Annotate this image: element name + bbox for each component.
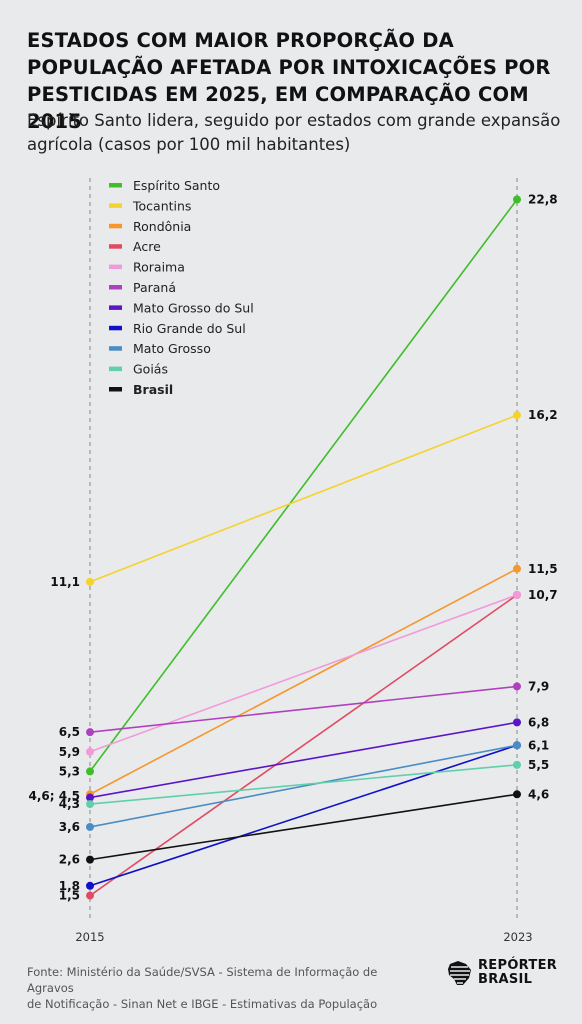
data-label: 5,3 bbox=[59, 764, 80, 778]
series-brasil-point bbox=[86, 855, 94, 864]
data-label: 11,1 bbox=[50, 575, 80, 589]
legend-swatch bbox=[109, 325, 122, 331]
series-goias-point bbox=[86, 800, 94, 809]
legend-label: Mato Grosso bbox=[133, 341, 211, 356]
series-parana-point bbox=[86, 728, 94, 737]
series-acre-line bbox=[89, 594, 518, 897]
series-parana-line bbox=[89, 685, 518, 733]
data-label: 4,6; 4,5 bbox=[29, 789, 81, 803]
legend-label: Roraima bbox=[133, 260, 185, 275]
data-label: 1,8 bbox=[59, 879, 80, 893]
series-mato-grosso-point bbox=[513, 741, 521, 750]
legend-label: Brasil bbox=[133, 382, 173, 397]
data-label: 6,8 bbox=[528, 715, 549, 729]
legend-label: Rio Grande do Sul bbox=[133, 321, 246, 336]
legend-label: Espírito Santo bbox=[133, 178, 220, 193]
x-tick-label: 2023 bbox=[503, 930, 532, 944]
data-label: 16,2 bbox=[528, 408, 558, 422]
legend-swatch bbox=[109, 366, 122, 372]
series-mato-grosso-do-sul-line bbox=[89, 721, 518, 799]
data-label: 4,3 bbox=[59, 797, 80, 811]
series-mato-grosso-line bbox=[89, 744, 518, 828]
brand-logo: REPÓRTER BRASIL bbox=[444, 958, 557, 988]
data-label: 3,6 bbox=[59, 820, 80, 834]
legend-label: Acre bbox=[133, 239, 161, 254]
series-tocantins-point bbox=[86, 577, 94, 586]
series-roraima-line bbox=[89, 594, 518, 753]
source-line-2: de Notificação - Sinan Net e IBGE - Esti… bbox=[27, 997, 378, 1011]
series-rio-grande-do-sul-point bbox=[86, 881, 94, 890]
legend-swatch bbox=[109, 183, 122, 188]
series-roraima-point bbox=[513, 590, 521, 599]
brand-name-line-2: BRASIL bbox=[478, 972, 533, 987]
chart-title: ESTADOS COM MAIOR PROPORÇÃO DA POPULAÇÃO… bbox=[27, 29, 551, 133]
series-roraima-point bbox=[86, 747, 94, 756]
data-label: 2,6 bbox=[59, 853, 80, 867]
legend-swatch bbox=[109, 285, 122, 290]
series-goias-line bbox=[89, 764, 518, 805]
legend-swatch bbox=[109, 223, 122, 229]
data-label: 22,8 bbox=[528, 192, 558, 206]
series-rondonia-line bbox=[89, 568, 518, 795]
data-label: 10,7 bbox=[528, 588, 558, 602]
legend-swatch bbox=[109, 203, 122, 208]
series-mato-grosso-do-sul-point bbox=[513, 718, 521, 727]
brand-name-line-1: REPÓRTER bbox=[478, 958, 558, 973]
legend-swatch bbox=[109, 387, 122, 392]
data-label: 4,6 bbox=[528, 787, 549, 801]
data-label: 7,9 bbox=[528, 679, 549, 693]
legend-swatch bbox=[109, 244, 122, 249]
legend-label: Mato Grosso do Sul bbox=[133, 300, 254, 315]
data-label: 5,9 bbox=[59, 745, 80, 759]
legend-swatch bbox=[109, 346, 122, 351]
data-label: 1,5 bbox=[59, 889, 80, 903]
series-brasil-point bbox=[513, 790, 521, 799]
series-espirito-santo-point bbox=[513, 195, 521, 204]
series-espirito-santo-point bbox=[86, 767, 94, 776]
source-line-1: Fonte: Ministério da Saúde/SVSA - Sistem… bbox=[27, 965, 378, 995]
legend-label: Goiás bbox=[133, 362, 168, 377]
legend-label: Paraná bbox=[133, 280, 176, 295]
series-goias-point bbox=[513, 760, 521, 769]
series-mato-grosso-do-sul-point bbox=[86, 793, 94, 802]
series-brasil-line bbox=[89, 793, 518, 861]
legend-swatch bbox=[109, 264, 122, 270]
data-label: 6,1 bbox=[528, 738, 549, 752]
legend-swatch bbox=[109, 305, 122, 310]
brazil-map-icon bbox=[448, 961, 471, 985]
series-acre-point bbox=[86, 891, 94, 900]
chart-subtitle: Espírito Santo lidera, seguido por estad… bbox=[27, 111, 561, 154]
data-label: 5,5 bbox=[528, 758, 549, 772]
series-parana-point bbox=[513, 682, 521, 691]
series-tocantins-point bbox=[513, 411, 521, 420]
source-note: Fonte: Ministério da Saúde/SVSA - Sistem… bbox=[27, 964, 427, 1012]
x-tick-label: 2015 bbox=[75, 930, 104, 944]
series-rio-grande-do-sul-line bbox=[89, 744, 518, 887]
data-label: 6,5 bbox=[59, 725, 80, 739]
series-espirito-santo-line bbox=[89, 199, 518, 772]
series-rondonia-point bbox=[513, 564, 521, 573]
legend-label: Tocantins bbox=[132, 198, 191, 213]
legend-label: Rondônia bbox=[133, 219, 191, 234]
data-label: 11,5 bbox=[528, 562, 558, 576]
series-mato-grosso-point bbox=[86, 822, 94, 831]
series-tocantins-line bbox=[89, 414, 518, 583]
